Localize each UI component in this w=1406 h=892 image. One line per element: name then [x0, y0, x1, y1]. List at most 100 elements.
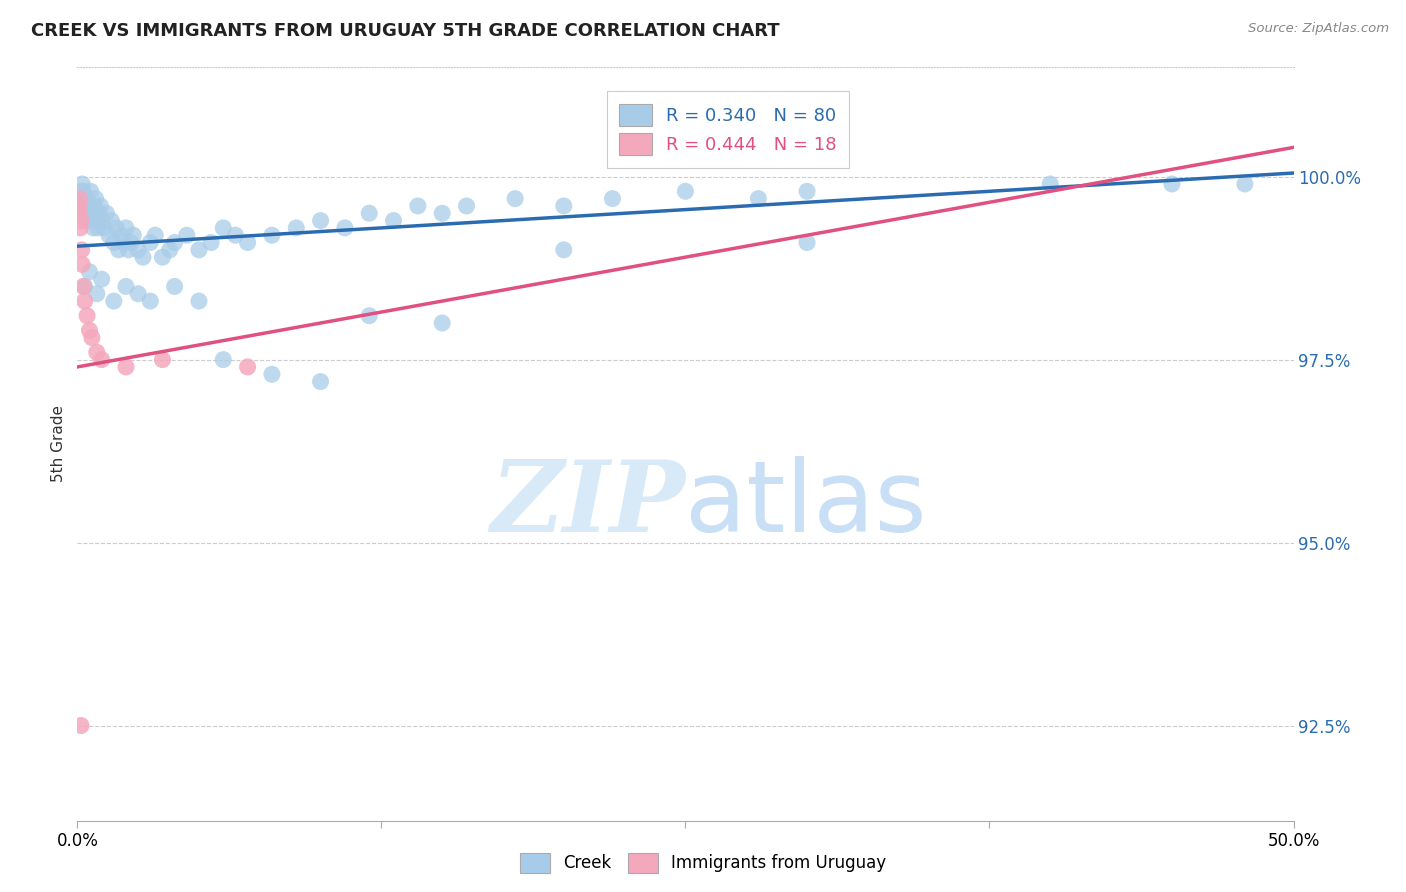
Point — [122, 228, 145, 243]
Point — [112, 235, 135, 250]
Point — [309, 213, 332, 227]
Point — [67, 199, 90, 213]
Point — [69, 220, 91, 235]
Point — [127, 286, 149, 301]
Point — [89, 199, 111, 213]
Point — [72, 184, 94, 198]
Point — [115, 220, 138, 235]
Point — [73, 294, 96, 309]
Text: CREEK VS IMMIGRANTS FROM URUGUAY 5TH GRADE CORRELATION CHART: CREEK VS IMMIGRANTS FROM URUGUAY 5TH GRA… — [31, 22, 779, 40]
Point — [152, 250, 174, 264]
Point — [139, 294, 162, 309]
Text: atlas: atlas — [686, 456, 927, 552]
Point — [76, 309, 98, 323]
Y-axis label: 5th Grade: 5th Grade — [51, 405, 66, 483]
Point — [260, 228, 283, 243]
Point — [107, 243, 129, 257]
Point — [1233, 177, 1256, 191]
Point — [176, 228, 198, 243]
Text: ZIP: ZIP — [491, 456, 686, 552]
Legend: R = 0.340   N = 80, R = 0.444   N = 18: R = 0.340 N = 80, R = 0.444 N = 18 — [606, 91, 849, 168]
Point — [73, 199, 96, 213]
Point — [430, 206, 453, 220]
Point — [67, 206, 90, 220]
Point — [796, 235, 818, 250]
Point — [309, 375, 332, 389]
Point — [359, 206, 381, 220]
Point — [70, 258, 93, 272]
Point — [90, 213, 112, 227]
Text: Source: ZipAtlas.com: Source: ZipAtlas.com — [1249, 22, 1389, 36]
Point — [79, 323, 101, 337]
Point — [90, 272, 112, 286]
Point — [143, 228, 166, 243]
Point — [70, 213, 93, 227]
Point — [456, 199, 478, 213]
Point — [69, 192, 91, 206]
Point — [602, 192, 624, 206]
Point — [159, 243, 181, 257]
Point — [796, 184, 818, 198]
Point — [79, 265, 101, 279]
Point — [1039, 177, 1062, 191]
Point — [236, 235, 259, 250]
Point — [70, 243, 93, 257]
Point — [90, 352, 112, 367]
Point — [87, 220, 110, 235]
Point — [75, 192, 97, 206]
Point — [188, 243, 211, 257]
Point — [553, 199, 575, 213]
Point — [84, 192, 107, 206]
Point — [72, 279, 94, 293]
Point — [200, 235, 222, 250]
Point — [503, 192, 526, 206]
Point — [70, 718, 93, 732]
Point — [86, 286, 108, 301]
Point — [406, 199, 429, 213]
Point — [100, 213, 122, 227]
Point — [70, 184, 93, 198]
Point — [97, 228, 120, 243]
Point — [675, 184, 697, 198]
Point — [89, 206, 111, 220]
Point — [212, 352, 235, 367]
Point — [1161, 177, 1184, 191]
Point — [80, 184, 103, 198]
Point — [236, 359, 259, 374]
Point — [139, 235, 162, 250]
Point — [110, 228, 132, 243]
Point — [83, 199, 105, 213]
Point — [73, 279, 96, 293]
Point — [132, 250, 155, 264]
Point — [76, 206, 98, 220]
Point — [152, 352, 174, 367]
Point — [430, 316, 453, 330]
Point — [188, 294, 211, 309]
Point — [127, 243, 149, 257]
Point — [115, 279, 138, 293]
Point — [103, 294, 125, 309]
Point — [82, 220, 104, 235]
Point — [747, 192, 769, 206]
Point — [224, 228, 246, 243]
Point — [260, 368, 283, 382]
Point — [70, 177, 93, 191]
Point — [93, 220, 115, 235]
Point — [80, 331, 103, 345]
Point — [103, 235, 125, 250]
Point — [86, 213, 108, 227]
Point — [115, 359, 138, 374]
Point — [382, 213, 405, 227]
Point — [79, 199, 101, 213]
Point — [212, 220, 235, 235]
Point — [105, 220, 128, 235]
Point — [553, 243, 575, 257]
Point — [163, 235, 186, 250]
Point — [77, 213, 100, 227]
Point — [96, 206, 118, 220]
Point — [285, 220, 308, 235]
Legend: Creek, Immigrants from Uruguay: Creek, Immigrants from Uruguay — [513, 847, 893, 880]
Point — [163, 279, 186, 293]
Point — [86, 345, 108, 359]
Point — [69, 192, 91, 206]
